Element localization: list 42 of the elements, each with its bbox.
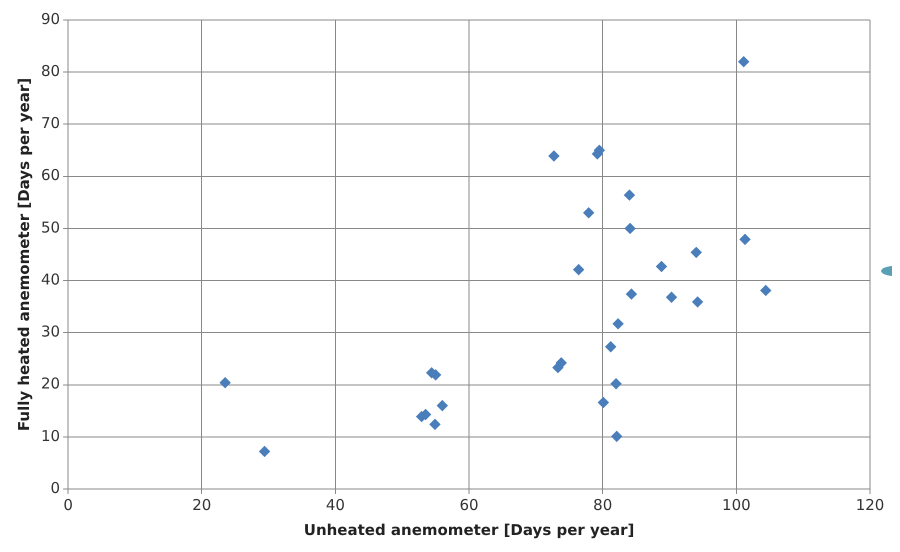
y-tick-label: 40 <box>40 270 60 288</box>
y-tick-label: 70 <box>40 114 60 132</box>
x-tick-label: 60 <box>459 496 479 514</box>
y-tick-label: 30 <box>40 322 60 341</box>
y-axis-title: Fully heated anemometer [Days per year] <box>14 78 33 432</box>
x-tick-label: 0 <box>63 496 73 514</box>
x-tick-label: 20 <box>192 496 212 514</box>
point <box>556 357 567 368</box>
point <box>626 288 637 300</box>
point <box>624 190 635 201</box>
x-axis-title: Unheated anemometer [Days per year] <box>304 520 634 539</box>
point <box>583 207 594 218</box>
y-tick-label: 10 <box>40 426 60 445</box>
point <box>611 430 622 442</box>
y-tick-label: 50 <box>40 218 60 236</box>
point <box>548 150 560 162</box>
y-tick-label: 90 <box>40 10 60 28</box>
point <box>738 56 750 68</box>
x-tick-label: 100 <box>722 496 751 514</box>
point <box>259 446 270 457</box>
point <box>690 246 702 258</box>
point <box>692 296 704 308</box>
x-tick-label: 80 <box>593 496 612 514</box>
y-tick-label: 0 <box>50 478 60 497</box>
point <box>740 234 751 245</box>
point <box>598 396 609 408</box>
x-tick-label: 40 <box>326 496 345 514</box>
point <box>624 222 636 234</box>
y-tick-label: 60 <box>40 166 60 184</box>
point <box>573 264 584 276</box>
point <box>436 400 448 412</box>
point <box>429 418 440 430</box>
point <box>605 341 616 352</box>
y-tick-label: 20 <box>40 374 60 393</box>
x-tick-label: 120 <box>856 496 884 514</box>
point <box>612 318 624 330</box>
y-tick-label: 80 <box>40 62 60 80</box>
point <box>656 260 668 272</box>
point <box>610 378 622 390</box>
point <box>220 377 231 388</box>
point <box>760 284 772 296</box>
point <box>666 292 678 303</box>
